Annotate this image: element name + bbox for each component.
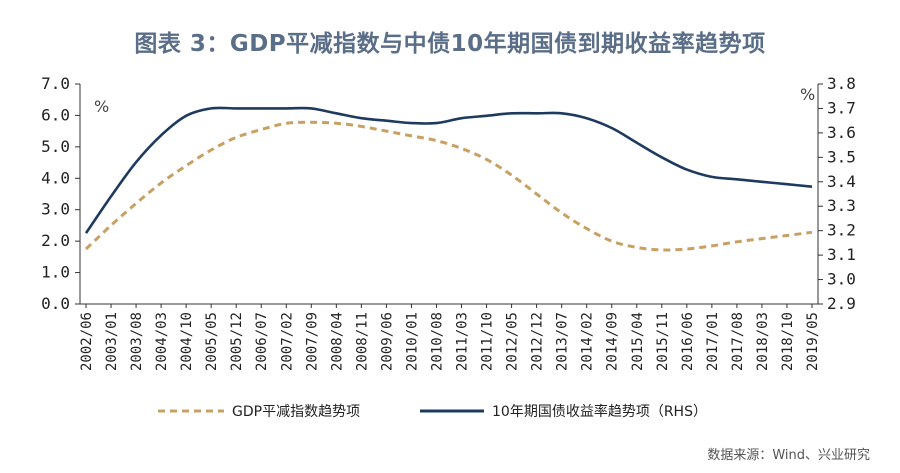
right-tick-label: 3.3: [827, 196, 856, 215]
x-tick-label: 2018/10: [780, 312, 796, 371]
legend-label-gdp: GDP平减指数趋势项: [232, 404, 360, 420]
x-tick-label: 2015/04: [630, 312, 646, 371]
left-tick-label: 4.0: [41, 168, 70, 187]
x-tick-label: 2019/05: [805, 312, 821, 371]
left-tick-label: 7.0: [41, 74, 70, 93]
x-tick-label: 2003/08: [129, 312, 145, 371]
bond-yield-series-line: [84, 106, 813, 234]
left-tick-label: 1.0: [41, 263, 70, 282]
x-tick-label: 2012/05: [505, 312, 521, 371]
right-tick-label: 3.6: [827, 123, 856, 142]
right-tick-label: 3.1: [827, 245, 856, 264]
x-tick-label: 2016/06: [680, 312, 696, 371]
gdp-deflator-series-line: [84, 120, 813, 252]
chart-axes: 0.0 1.0 2.0 3.0 4.0 5.0 6.0 7.0 2.9 3.0 3.1 3.2 3.3 3…: [41, 74, 856, 371]
right-tick-label: 2.9: [827, 294, 856, 313]
x-tick-label: 2004/10: [179, 312, 195, 371]
x-tick-label: 2011/03: [455, 312, 471, 371]
x-tick-label: 2015/11: [655, 312, 671, 371]
x-tick-label: 2009/06: [379, 312, 395, 371]
x-tick-label: 2008/04: [329, 312, 345, 371]
x-tick-label: 2010/01: [404, 312, 420, 371]
x-tick-label: 2014/09: [605, 312, 621, 371]
right-tick-label: 3.5: [827, 147, 856, 166]
left-tick-label: 2.0: [41, 231, 70, 250]
legend-label-bond: 10年期国债收益率趋势项（RHS）: [492, 403, 707, 420]
right-axis-unit: %: [800, 85, 815, 104]
data-source-note: 数据来源：Wind、兴业研究: [707, 448, 870, 463]
x-tick-label: 2011/10: [480, 312, 496, 371]
chart-legend: GDP平减指数趋势项 10年期国债收益率趋势项（RHS）: [158, 403, 707, 420]
x-tick-label: 2002/06: [79, 312, 95, 371]
chart-series: [84, 106, 813, 252]
x-tick-label: 2005/05: [204, 312, 220, 371]
x-tick-label: 2017/01: [705, 312, 721, 371]
right-tick-label: 3.8: [827, 74, 856, 93]
left-tick-label: 3.0: [41, 200, 70, 219]
x-tick-label: 2013/07: [555, 312, 571, 371]
x-tick-label: 2007/09: [304, 312, 320, 371]
x-tick-label: 2017/08: [730, 312, 746, 371]
x-tick-label: 2007/02: [279, 312, 295, 371]
x-tick-label: 2006/07: [254, 312, 270, 371]
left-tick-label: 5.0: [41, 137, 70, 156]
left-tick-label: 0.0: [41, 294, 70, 313]
right-tick-label: 3.0: [827, 270, 856, 289]
chart-title: 图表 3：GDP平减指数与中债10年期国债到期收益率趋势项: [134, 31, 766, 57]
x-tick-label: 2008/11: [354, 312, 370, 371]
x-tick-label: 2004/03: [154, 312, 170, 371]
x-tick-label: 2018/03: [755, 312, 771, 371]
x-tick-label: 2012/12: [530, 312, 546, 371]
x-tick-label: 2003/01: [104, 312, 120, 371]
left-axis-unit: %: [94, 97, 109, 116]
right-tick-label: 3.4: [827, 172, 856, 191]
x-tick-label: 2014/02: [580, 312, 596, 371]
x-tick-label: 2005/12: [229, 312, 245, 371]
left-tick-label: 6.0: [41, 105, 70, 124]
right-tick-label: 3.7: [827, 98, 856, 117]
right-tick-label: 3.2: [827, 221, 856, 240]
x-tick-label: 2010/08: [429, 312, 445, 371]
